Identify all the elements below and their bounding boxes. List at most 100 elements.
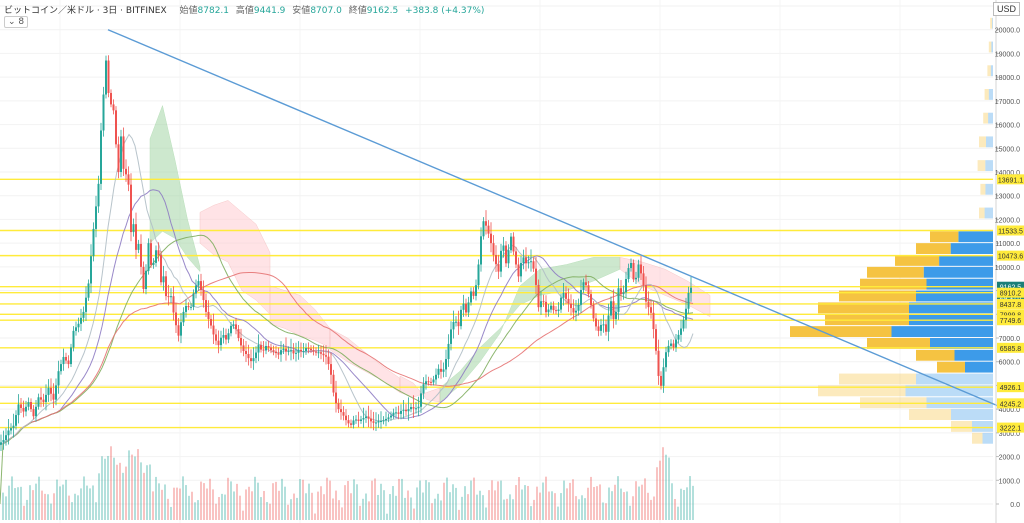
horizontal-levels — [0, 178, 993, 429]
volume-bar — [371, 480, 373, 520]
volume-bar — [503, 499, 505, 520]
candle-body — [47, 387, 50, 395]
candle-body — [222, 335, 225, 338]
candle-body — [392, 412, 395, 416]
candle-body — [505, 245, 507, 264]
candle-body — [152, 262, 155, 265]
price-series — [0, 55, 692, 451]
candle-body — [192, 293, 195, 307]
vp-up-bar — [891, 326, 993, 337]
candle-body — [407, 409, 410, 412]
volume-bar — [92, 485, 94, 520]
y-tick-label: 13000.0 — [995, 194, 1020, 201]
volume-bar — [335, 490, 337, 520]
candle-body — [480, 236, 482, 265]
volume-bar — [305, 493, 307, 520]
price-axis[interactable]: 21000.020000.019000.018000.017000.016000… — [995, 0, 1024, 523]
candle-body — [520, 263, 522, 277]
volume-bar — [215, 503, 217, 520]
volume-bar — [224, 494, 226, 520]
candle-body — [390, 415, 392, 418]
volume-bar — [212, 489, 214, 520]
vp-up-bar — [972, 421, 993, 432]
candle-body — [642, 273, 645, 286]
candle-body — [360, 419, 362, 421]
volume-bar — [500, 480, 502, 520]
trendline[interactable] — [107, 29, 1001, 408]
candle-body — [232, 324, 235, 326]
volume-bar — [605, 503, 607, 520]
candle-body — [645, 285, 647, 302]
candle-body — [155, 250, 157, 263]
candle-body — [640, 264, 642, 274]
symbol-title[interactable]: ビットコイン／米ドル · 3日 · BITFINEX — [4, 6, 167, 16]
price-label: 7749.6 — [997, 315, 1024, 326]
vp-up-bar — [992, 17, 993, 29]
vp-up-bar — [916, 290, 993, 302]
candle-body — [495, 255, 497, 265]
volume-bar — [47, 494, 49, 520]
candle-body — [300, 349, 302, 352]
candle-body — [590, 294, 592, 306]
volume-bar — [263, 490, 265, 520]
high-label: 高値 — [235, 6, 254, 16]
candle-body — [40, 397, 42, 400]
candle-body — [167, 296, 170, 298]
candle-body — [522, 257, 525, 264]
volume-bar — [587, 487, 589, 520]
vp-up-bar — [950, 243, 993, 254]
candle-body — [235, 324, 237, 330]
level-price-badge — [997, 422, 1024, 433]
candle-body — [162, 276, 165, 283]
candle-body — [447, 343, 450, 360]
vp-up-bar — [988, 89, 993, 100]
volume-bar — [569, 482, 571, 520]
volume-bar — [236, 483, 238, 520]
volume-bar — [359, 505, 361, 520]
indicator-toggle-button[interactable]: ⌄ 8 — [4, 16, 29, 28]
volume-bar — [29, 485, 31, 520]
candle-body — [95, 206, 97, 229]
vp-down-bar — [930, 231, 959, 243]
candle-body — [267, 346, 270, 348]
candle-body — [377, 421, 380, 423]
candle-body — [620, 288, 622, 295]
candle-body — [182, 311, 185, 323]
candle-body — [220, 337, 222, 346]
candle-body — [242, 345, 245, 352]
candle-body — [92, 228, 95, 257]
candle-body — [62, 356, 65, 365]
volume-bar — [377, 494, 379, 520]
candle-body — [65, 356, 67, 361]
vp-down-bar — [983, 112, 989, 124]
candle-body — [685, 308, 687, 320]
candle-body — [147, 243, 150, 271]
candle-body — [72, 330, 75, 348]
currency-label[interactable]: USD — [992, 2, 1020, 16]
vp-up-bar — [951, 409, 993, 420]
candle-body — [102, 94, 105, 131]
volume-bar — [299, 479, 301, 520]
volume-bar — [395, 495, 397, 520]
candle-body — [482, 221, 485, 237]
level-price-badge — [997, 250, 1024, 261]
level-price-badge — [997, 298, 1024, 309]
vp-down-bar — [972, 432, 983, 444]
volume-bar — [38, 476, 40, 520]
low-value: 8707.0 — [310, 6, 342, 16]
volume-bar — [11, 476, 13, 520]
price-label-text: 4245.2 — [1000, 401, 1022, 408]
vp-up-bar — [982, 432, 993, 444]
y-tick-label: 11000.0 — [995, 241, 1020, 248]
vp-down-bar — [839, 373, 916, 385]
volume-bar — [383, 490, 385, 520]
volume-bar — [8, 485, 10, 520]
vp-up-bar — [991, 41, 993, 53]
volume-bar — [77, 495, 79, 520]
candle-body — [405, 409, 407, 412]
open-value: 8782.1 — [197, 6, 230, 16]
candle-body — [617, 288, 620, 312]
candle-body — [490, 233, 492, 244]
candle-body — [290, 350, 292, 352]
